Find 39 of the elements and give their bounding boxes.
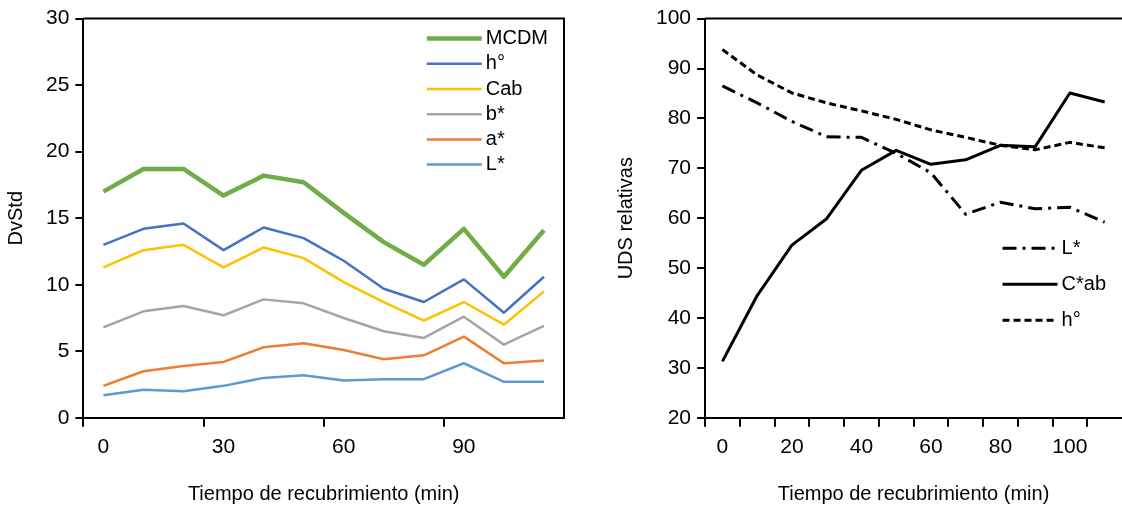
y-tick-label: 30 <box>46 5 70 29</box>
y-tick-label: 20 <box>667 404 692 428</box>
y-tick-label: 5 <box>57 338 70 362</box>
legend-label: h° <box>1061 307 1081 330</box>
y-tick-label: 90 <box>667 55 692 79</box>
x-tick-label: 60 <box>919 434 943 458</box>
legend-label: L* <box>1061 235 1081 258</box>
y-axis-title: UDS relativas <box>613 157 636 280</box>
x-tick-label: 80 <box>988 434 1013 458</box>
x-tick-label: 30 <box>211 434 236 458</box>
y-tick-label: 40 <box>667 304 692 328</box>
x-tick-label: 40 <box>849 434 874 458</box>
legend-label: Cab <box>485 76 523 99</box>
y-tick-label: 10 <box>46 271 70 295</box>
legend-label: h° <box>485 51 505 74</box>
legend-label: b* <box>485 101 505 124</box>
x-tick-label: 90 <box>452 434 476 458</box>
legend-label: MCDM <box>485 26 549 49</box>
x-axis-title: Tiempo de recubrimiento (min) <box>187 481 460 504</box>
legend-label: L* <box>485 152 505 175</box>
x-axis-title: Tiempo de recubrimiento (min) <box>777 481 1050 504</box>
y-tick-label: 50 <box>667 254 692 278</box>
legend-label: a* <box>485 126 505 149</box>
x-tick-label: 20 <box>780 434 804 458</box>
legend-label: C*ab <box>1061 271 1107 294</box>
y-tick-label: 25 <box>46 71 70 95</box>
x-tick-label: 100 <box>1052 434 1088 458</box>
x-tick-label: 60 <box>332 434 356 458</box>
y-tick-label: 20 <box>46 138 70 162</box>
y-tick-label: 15 <box>46 205 70 228</box>
y-tick-label: 0 <box>57 404 70 428</box>
y-axis-title: DvStd <box>3 190 26 246</box>
y-tick-label: 100 <box>655 5 692 29</box>
x-tick-label: 0 <box>716 434 729 458</box>
y-tick-label: 70 <box>667 155 692 179</box>
x-tick-label: 0 <box>97 434 110 458</box>
y-tick-label: 80 <box>667 105 692 129</box>
y-tick-label: 30 <box>667 354 692 378</box>
y-tick-label: 60 <box>667 205 692 228</box>
